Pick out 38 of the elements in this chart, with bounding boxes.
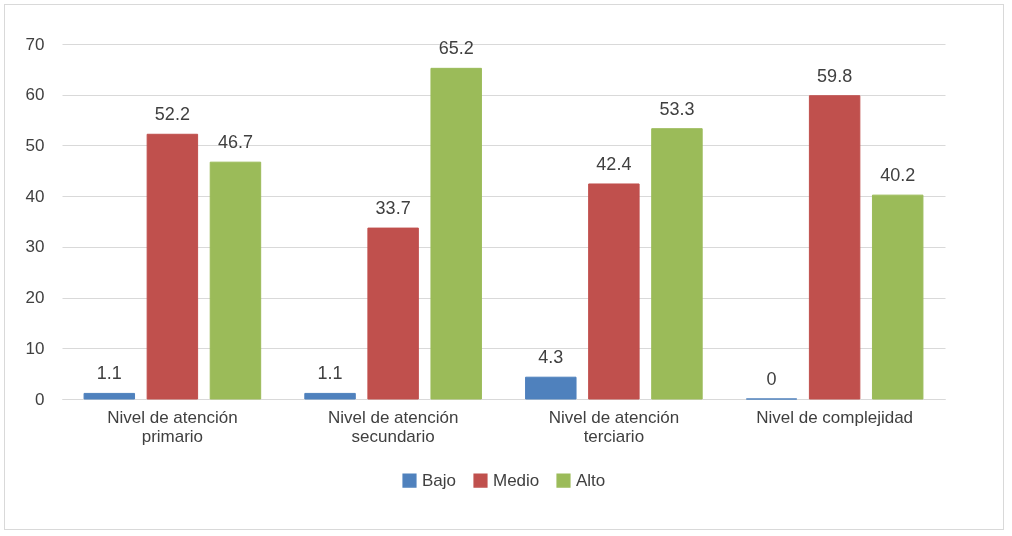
bar <box>146 133 199 400</box>
data-label: 52.2 <box>154 104 190 125</box>
x-tick-label: Nivel de atención secundario <box>327 407 459 446</box>
y-tick-label: 60 <box>25 85 45 105</box>
bar <box>367 227 419 400</box>
data-label: 1.1 <box>96 363 122 384</box>
bar <box>651 128 703 400</box>
y-tick-label: 40 <box>25 186 45 206</box>
bar <box>871 194 924 400</box>
data-label: 1.1 <box>317 363 343 384</box>
y-tick-label: 70 <box>25 34 45 54</box>
data-label: 4.3 <box>538 347 564 368</box>
bar <box>808 95 861 400</box>
data-label: 53.3 <box>659 98 695 119</box>
x-tick-label: Nivel de complejidad <box>756 407 914 427</box>
x-tick-label: Nivel de atención primario <box>107 407 238 446</box>
y-tick-label: 50 <box>25 135 45 155</box>
data-label: 46.7 <box>217 132 253 153</box>
data-label: 42.4 <box>596 153 632 174</box>
legend-label: Medio <box>493 470 540 490</box>
data-label: 40.2 <box>880 165 916 186</box>
bar <box>209 161 262 400</box>
y-tick-label: 10 <box>25 338 45 358</box>
data-label: 0 <box>766 369 777 389</box>
y-tick-label: 20 <box>25 288 45 308</box>
data-label: 33.7 <box>375 198 411 219</box>
data-label: 65.2 <box>438 38 474 59</box>
bar <box>83 392 136 400</box>
bar <box>304 392 356 400</box>
y-tick-label: 30 <box>25 237 45 257</box>
x-tick-label: Nivel de atención terciario <box>548 407 680 446</box>
bar <box>430 67 482 400</box>
legend-label: Alto <box>576 470 606 490</box>
legend-label: Bajo <box>422 470 457 490</box>
y-tick-label: 0 <box>35 389 45 409</box>
bar <box>525 376 577 400</box>
data-label: 59.8 <box>817 65 853 86</box>
bar <box>588 183 640 400</box>
